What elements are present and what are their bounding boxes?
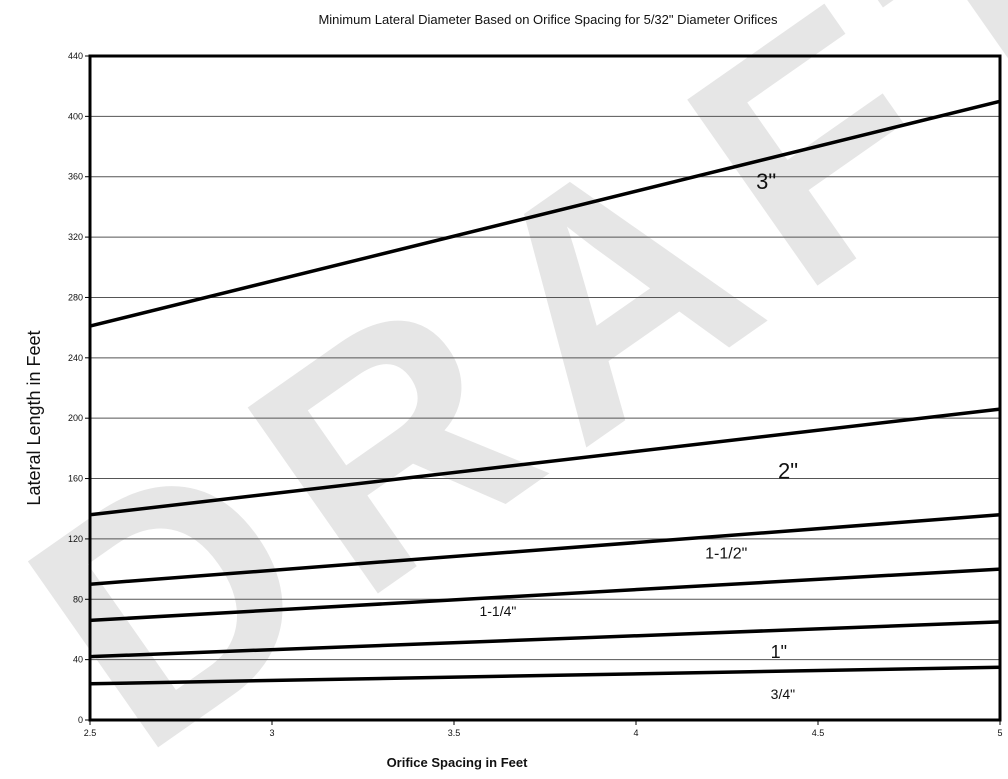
y-axis-ticks: 0 40 80 120 160 200 240 280 320 360 400 440 <box>68 51 90 725</box>
series-label: 3" <box>756 169 776 194</box>
x-tick-label: 4.5 <box>812 728 825 738</box>
y-tick-label: 0 <box>78 715 83 725</box>
series-line <box>89 99 1001 328</box>
series-label: 2" <box>778 459 798 484</box>
series-label: 1-1/4" <box>479 603 516 619</box>
y-tick-label: 360 <box>68 172 83 182</box>
x-tick-label: 3 <box>269 728 274 738</box>
x-tick-label: 2.5 <box>84 728 97 738</box>
x-tick-label: 3.5 <box>448 728 461 738</box>
y-tick-label: 440 <box>68 51 83 61</box>
y-tick-label: 400 <box>68 111 83 121</box>
series-line <box>89 665 1001 686</box>
x-tick-label: 5 <box>997 728 1002 738</box>
x-tick-label: 4 <box>633 728 638 738</box>
y-tick-label: 240 <box>68 353 83 363</box>
series-lines <box>89 99 1001 686</box>
plot-frame <box>88 54 1002 722</box>
y-tick-label: 160 <box>68 474 83 484</box>
chart-title: Minimum Lateral Diameter Based on Orific… <box>318 12 778 27</box>
series-line <box>89 513 1001 586</box>
series-line <box>89 620 1001 659</box>
series-label: 1" <box>771 642 787 662</box>
series-line <box>89 407 1001 517</box>
grid <box>90 55 1000 721</box>
series-label: 3/4" <box>771 686 795 702</box>
y-tick-label: 280 <box>68 292 83 302</box>
x-axis-label: Orifice Spacing in Feet <box>387 755 529 770</box>
y-tick-label: 200 <box>68 413 83 423</box>
series-labels: 3" 2" 1-1/2" 1-1/4" 1" 3/4" <box>479 169 798 702</box>
y-tick-label: 120 <box>68 534 83 544</box>
y-tick-label: 80 <box>73 594 83 604</box>
series-line <box>89 567 1001 623</box>
y-axis-label: Lateral Length in Feet <box>24 330 44 505</box>
series-label: 1-1/2" <box>705 546 747 563</box>
y-tick-label: 40 <box>73 655 83 665</box>
y-tick-label: 320 <box>68 232 83 242</box>
